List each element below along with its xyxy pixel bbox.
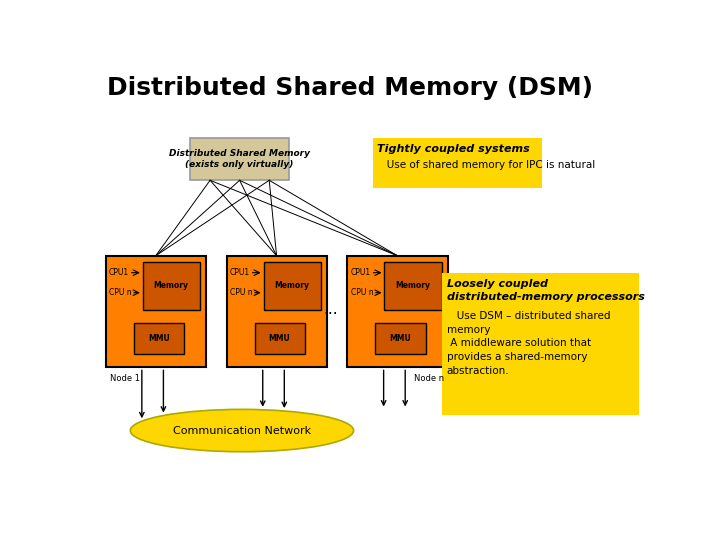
Text: MMU: MMU bbox=[148, 334, 170, 343]
Bar bbox=[106, 256, 206, 367]
Text: Use DSM – distributed shared
memory
 A middleware solution that
provides a share: Use DSM – distributed shared memory A mi… bbox=[447, 311, 611, 376]
Text: Loosely coupled
distributed-memory processors: Loosely coupled distributed-memory proce… bbox=[447, 279, 644, 302]
Text: Node n: Node n bbox=[413, 374, 444, 383]
Text: MMU: MMU bbox=[390, 334, 411, 343]
Text: Tightly coupled systems: Tightly coupled systems bbox=[377, 144, 530, 154]
Text: Node 1: Node 1 bbox=[109, 374, 140, 383]
Bar bbox=[442, 273, 639, 415]
Bar bbox=[134, 323, 184, 354]
Text: CPU n: CPU n bbox=[351, 288, 373, 297]
Text: CPU1: CPU1 bbox=[230, 268, 250, 277]
Bar bbox=[375, 323, 426, 354]
Bar bbox=[264, 262, 320, 310]
Text: CPU1: CPU1 bbox=[351, 268, 371, 277]
Bar bbox=[255, 323, 305, 354]
Bar bbox=[227, 256, 327, 367]
Text: CPU n: CPU n bbox=[109, 288, 131, 297]
Bar bbox=[190, 138, 289, 180]
Bar bbox=[143, 262, 199, 310]
Text: Distributed Shared Memory
(exists only virtually): Distributed Shared Memory (exists only v… bbox=[169, 150, 310, 169]
Text: Memory: Memory bbox=[154, 281, 189, 291]
Text: Communication Network: Communication Network bbox=[173, 426, 311, 436]
Bar bbox=[373, 138, 542, 188]
Text: MMU: MMU bbox=[269, 334, 290, 343]
Text: Use of shared memory for IPC is natural: Use of shared memory for IPC is natural bbox=[377, 159, 595, 170]
Ellipse shape bbox=[130, 409, 354, 452]
Text: Memory: Memory bbox=[274, 281, 310, 291]
Bar bbox=[384, 262, 441, 310]
Bar bbox=[348, 256, 448, 367]
Text: ...: ... bbox=[323, 302, 338, 317]
Text: Distributed Shared Memory (DSM): Distributed Shared Memory (DSM) bbox=[107, 76, 593, 100]
Text: CPU1: CPU1 bbox=[109, 268, 129, 277]
Text: CPU n: CPU n bbox=[230, 288, 252, 297]
Text: Memory: Memory bbox=[395, 281, 431, 291]
